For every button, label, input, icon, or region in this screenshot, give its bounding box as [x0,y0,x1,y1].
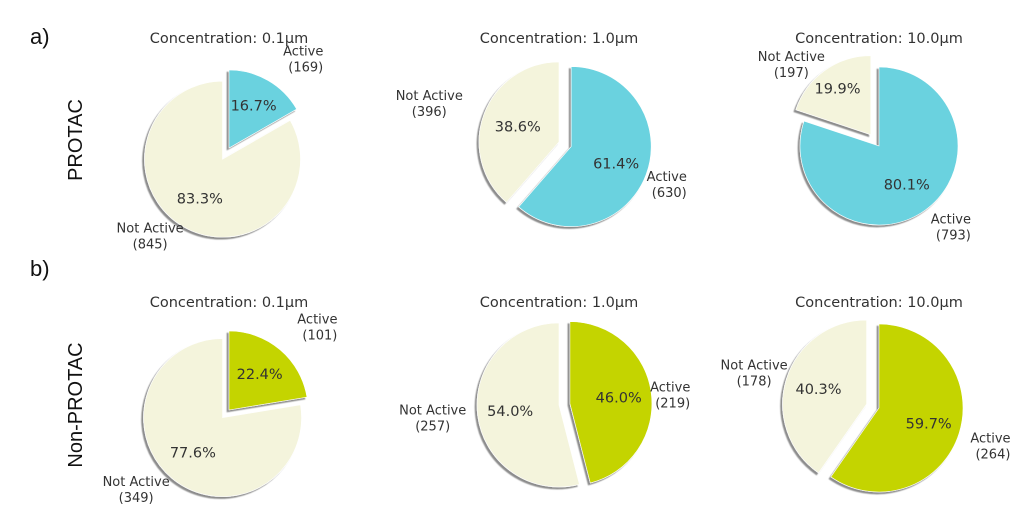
pie-slice-label: Active [650,380,690,395]
pie-slice-percent: 22.4% [237,367,283,383]
row-label-protac: PROTAC [65,99,87,181]
pie-slice [782,319,867,474]
pie-slice-percent: 77.6% [170,446,216,462]
pie-slice [518,66,652,227]
pie-chart: Concentration: 10.0μm 80.1% Active(793) 19.… [758,31,971,244]
pie-slice-percent: 16.7% [231,98,277,114]
pie-title: Concentration: 1.0μm [480,31,638,47]
pie-title: Concentration: 10.0μm [795,295,963,311]
panel-label-a: a) [30,24,50,49]
pie-slice [144,80,301,238]
pie-slice [478,61,560,203]
pie-title: Concentration: 1.0μm [480,295,638,311]
pie-chart: Concentration: 1.0μm 61.4% Active(630) 38.6… [396,31,687,227]
row-label-non-protac: Non-PROTAC [65,342,87,467]
panel-label-b: b) [30,256,50,281]
pie-title: Concentration: 10.0μm [795,31,963,47]
pie-slice [569,321,653,484]
pie-slice-count: (845) [133,237,168,252]
pie-slice-label: Active [283,45,323,60]
pie-chart: Concentration: 10.0μm 59.7% Active(264) 40.… [721,295,1011,493]
pie-slice-label: Active [970,432,1010,447]
pie-slice [143,338,302,497]
pie-slice-count: (178) [737,374,772,389]
pie-slice-percent: 54.0% [487,404,533,420]
pie-slice [830,323,964,493]
pie-slice [228,330,308,411]
pie-slice-count: (197) [774,66,809,81]
pie-slice [476,322,580,488]
pie-slice-label: Active [647,170,687,185]
pie-slice-percent: 40.3% [795,382,841,398]
pie-slice-label: Active [297,312,337,327]
pie-chart: Concentration: 0.1μm 16.7% Active(169) 83.3… [117,31,324,252]
pie-slice-count: (257) [415,420,450,435]
pie-title: Concentration: 0.1μm [150,295,308,311]
pie-charts: Concentration: 0.1μm16.7%Active(169)83.3… [103,31,1011,506]
pie-slice-label: Active [931,213,971,228]
pie-slice [228,69,298,149]
pie-slice [795,55,872,136]
pie-slice-count: (396) [412,105,447,120]
pie-slice-count: (264) [975,448,1010,463]
pie-slice-count: (169) [288,61,323,76]
pie-slice [799,66,959,226]
pie-slice-label: Not Active [758,50,825,65]
pie-chart: Concentration: 1.0μm 46.0% Active(219) 54.0… [399,295,690,488]
pie-slice-percent: 80.1% [884,177,930,193]
pie-slice-percent: 19.9% [814,82,860,98]
pie-slice-label: Not Active [117,221,184,236]
pie-slice-label: Not Active [721,358,788,373]
pie-slice-label: Not Active [396,89,463,104]
pie-slice-percent: 61.4% [593,156,639,172]
pie-slice-count: (630) [652,186,687,201]
pie-slice-count: (219) [655,396,690,411]
pie-slice-count: (349) [119,491,154,506]
pie-chart: Concentration: 0.1μm 22.4% Active(101) 77.6… [103,295,338,506]
pie-title: Concentration: 0.1μm [150,31,308,47]
pie-slice-count: (101) [302,328,337,343]
pie-slice-label: Not Active [399,404,466,419]
pie-slice-percent: 59.7% [906,417,952,433]
pie-slice-count: (793) [936,229,971,244]
pie-slice-label: Not Active [103,475,170,490]
pie-slice-percent: 38.6% [495,120,541,136]
pie-slice-percent: 83.3% [177,191,223,207]
pie-slice-percent: 46.0% [596,390,642,406]
